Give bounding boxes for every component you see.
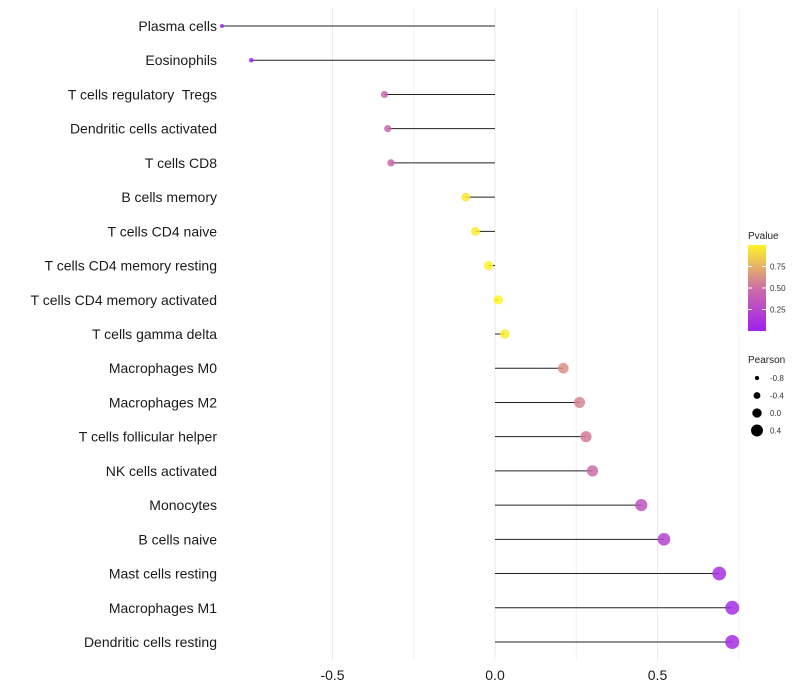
data-point: [657, 533, 671, 546]
size-legend-label: -0.8: [770, 374, 784, 383]
x-tick-label: -0.5: [320, 667, 344, 683]
size-legend-key: [753, 392, 761, 399]
data-point: [712, 566, 727, 581]
pvalue-colorbar: [748, 245, 766, 331]
x-tick-label: 0.5: [648, 667, 668, 683]
y-tick-label: NK cells activated: [106, 463, 217, 479]
y-axis-labels: Plasma cells Eosinophils T cells regulator…: [31, 18, 218, 650]
size-legend-key: [752, 408, 762, 418]
data-point: [493, 295, 503, 305]
data-point: [461, 192, 471, 202]
y-tick-label: T cells follicular helper: [79, 429, 218, 445]
y-tick-label: Macrophages M2: [109, 394, 217, 410]
y-tick-label: B cells memory: [121, 189, 217, 205]
y-tick-label: T cells CD4 naive: [108, 223, 218, 239]
y-tick-label: T cells CD8: [145, 155, 217, 171]
colorbar-tick-label: 0.50: [770, 284, 786, 293]
lollipop-stems: [222, 25, 733, 643]
colorbar-tick-label: 0.75: [770, 263, 786, 272]
y-tick-label: Macrophages M1: [109, 600, 217, 616]
pvalue-legend: Pvalue 0.25 0.50 0.75: [748, 231, 786, 331]
y-tick-label: Mast cells resting: [109, 566, 217, 582]
size-legend-key: [751, 424, 763, 437]
data-point: [573, 396, 586, 408]
data-point: [380, 90, 389, 99]
colorbar-tick-label: 0.25: [770, 306, 786, 315]
y-tick-label: Monocytes: [149, 497, 217, 513]
data-point: [635, 499, 648, 512]
y-tick-label: Plasma cells: [138, 18, 217, 34]
y-tick-label: Eosinophils: [145, 52, 217, 68]
data-point: [387, 159, 395, 167]
data-point: [384, 125, 392, 133]
y-tick-label: T cells CD4 memory resting: [45, 258, 217, 274]
y-tick-label: Dendritic cells activated: [70, 121, 217, 137]
data-point: [557, 362, 569, 374]
pearson-legend-title: Pearson: [748, 355, 785, 366]
y-tick-label: T cells regulatory Tregs: [68, 86, 217, 102]
size-legend-label: -0.4: [770, 392, 784, 401]
y-tick-label: T cells CD4 memory activated: [31, 292, 217, 308]
size-legend-label: 0.0: [770, 409, 782, 418]
data-point: [725, 600, 740, 615]
data-point: [483, 260, 494, 271]
y-tick-label: Dendritic cells resting: [84, 634, 217, 650]
grid-lines: [332, 8, 740, 660]
y-tick-label: T cells gamma delta: [92, 326, 217, 342]
size-legend-key: [754, 375, 760, 381]
pearson-legend: Pearson -0.8 -0.4 0.0 0.4: [748, 355, 785, 437]
data-point: [586, 465, 599, 477]
data-point: [248, 57, 254, 63]
data-point: [220, 24, 224, 28]
data-point: [499, 329, 510, 339]
y-tick-label: B cells naive: [138, 531, 217, 547]
data-point: [471, 226, 480, 236]
x-tick-label: 0.0: [485, 667, 505, 683]
size-legend-label: 0.4: [770, 427, 782, 436]
data-point: [725, 635, 740, 649]
y-tick-label: Macrophages M0: [109, 360, 217, 376]
pvalue-legend-title: Pvalue: [748, 231, 779, 242]
data-point: [580, 431, 592, 443]
x-axis-labels: -0.5 0.0 0.5: [320, 667, 667, 683]
lollipop-points: [220, 24, 740, 649]
